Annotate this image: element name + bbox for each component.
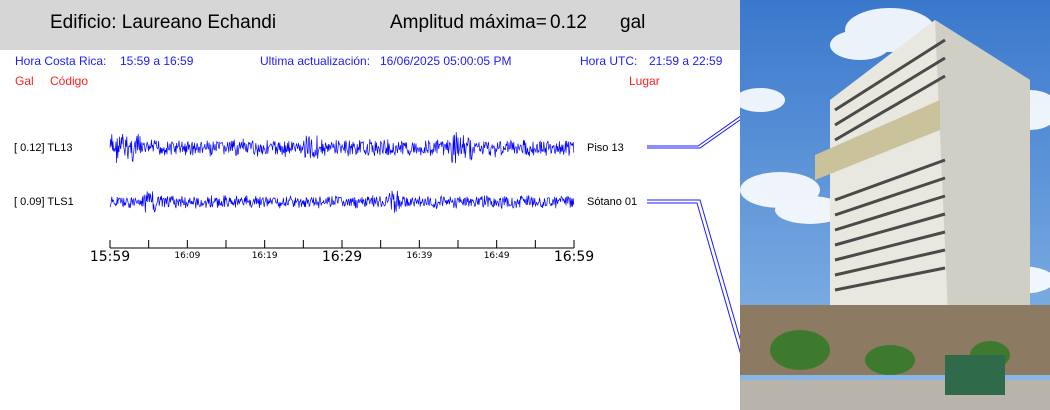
place-column-header: Lugar: [629, 74, 660, 88]
trace-tl13: [109, 132, 575, 164]
connector-line-piso13: [647, 115, 740, 147]
update-value: 16/06/2025 05:00:05 PM: [380, 54, 512, 68]
connector-line-sotano01: [647, 199, 740, 341]
building-name: Edificio: Laureano Echandi: [50, 12, 277, 33]
max-amplitude-unit: gal: [620, 12, 646, 33]
utc-time-label: Hora UTC:: [580, 54, 638, 68]
photo-kiosk: [945, 355, 1005, 395]
cr-time-label: Hora Costa Rica:: [15, 54, 107, 68]
time-tick-label: 15:59: [90, 249, 130, 265]
channel-label-tl13: [ 0.12] TL13: [14, 142, 73, 154]
gal-column-header: Gal: [15, 74, 34, 88]
building-balcony: [815, 100, 940, 180]
max-amplitude-label: Amplitud máxima=: [390, 12, 547, 33]
channel-place-tl13: Piso 13: [587, 142, 624, 154]
time-tick-label: 16:19: [252, 251, 278, 261]
time-tick-label: 16:29: [322, 249, 362, 265]
building-photo: [740, 0, 1050, 410]
utc-time-range: 21:59 a 22:59: [649, 54, 723, 68]
header-bar: Edificio: Laureano Echandi Amplitud máxi…: [0, 0, 740, 50]
time-axis-ticks: 15:59 16:09 16:19 16:29 16:39 16:49 16:59: [90, 240, 594, 265]
channel-label-tls1: [ 0.09] TLS1: [14, 196, 74, 208]
connector-line-piso13-b: [647, 119, 740, 149]
building-windows: [834, 38, 946, 292]
time-tick-label: 16:59: [554, 249, 594, 265]
trace-group: [109, 132, 575, 213]
time-tick-label: 16:09: [174, 251, 200, 261]
connector-line-sotano01-b: [647, 202, 740, 354]
seismogram-plot: 15:59 16:09 16:19 16:29 16:39 16:49 16:59: [90, 115, 740, 354]
code-column-header: Código: [50, 74, 89, 88]
building-side: [935, 20, 1030, 360]
cr-time-range: 15:59 a 16:59: [120, 54, 194, 68]
time-tick-label: 16:39: [406, 251, 432, 261]
max-amplitude-value: 0.12: [550, 12, 587, 33]
time-tick-label: 16:49: [484, 251, 510, 261]
update-label: Ultima actualización:: [260, 54, 371, 68]
channel-place-tls1: Sótano 01: [587, 196, 638, 208]
trace-tls1: [109, 190, 575, 213]
